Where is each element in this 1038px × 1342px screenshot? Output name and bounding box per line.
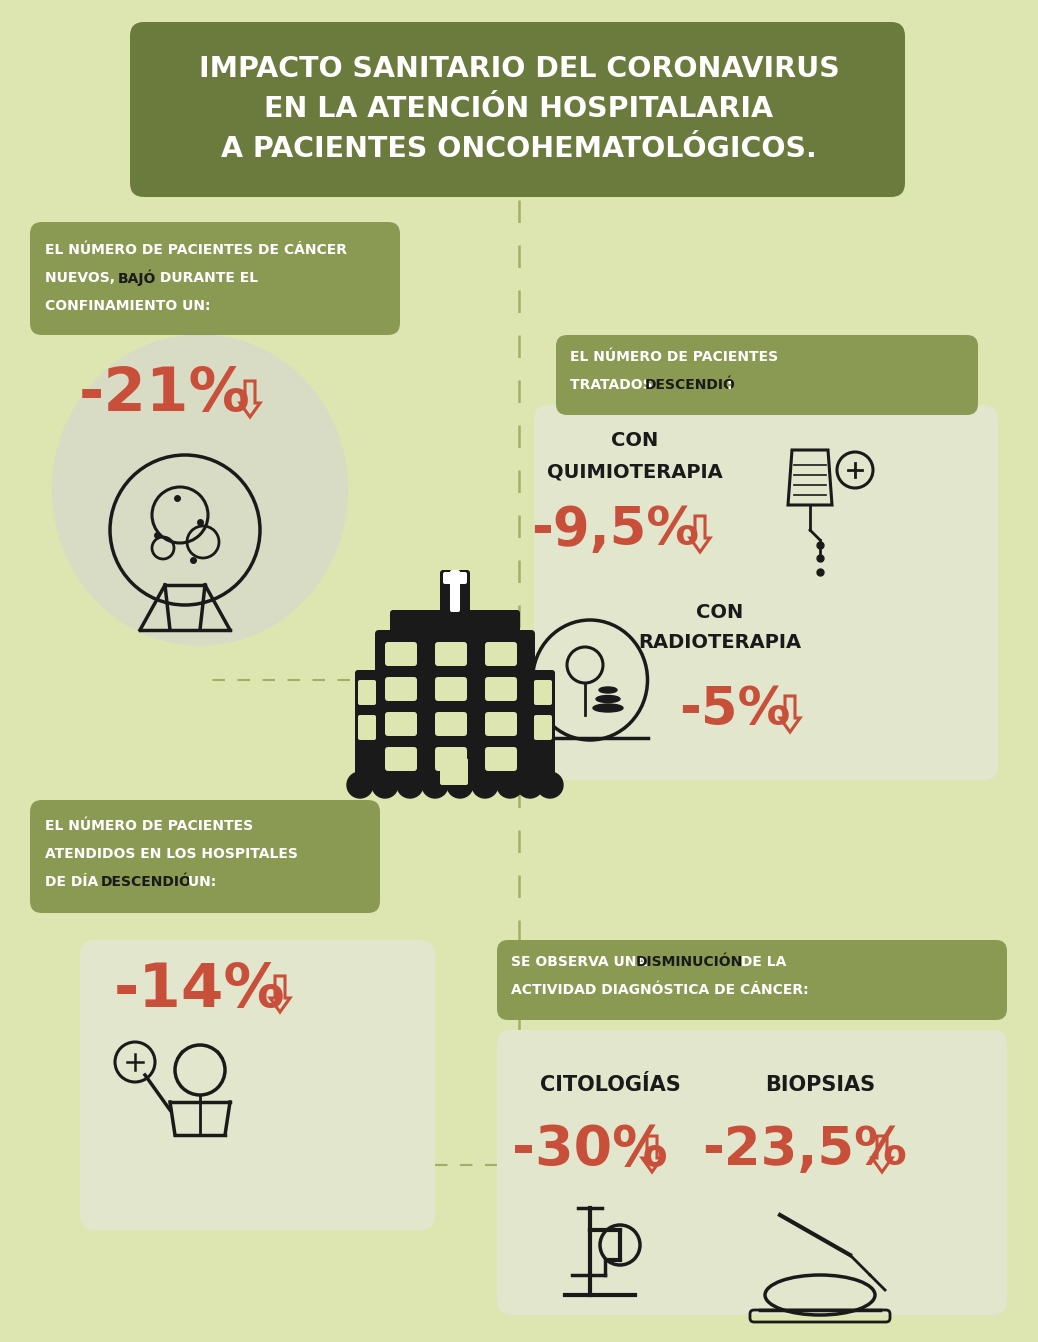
Text: ACTIVIDAD DIAGNÓSTICA DE CÁNCER:: ACTIVIDAD DIAGNÓSTICA DE CÁNCER: — [511, 982, 809, 997]
Text: -5%: -5% — [679, 684, 791, 735]
Circle shape — [472, 772, 498, 798]
FancyBboxPatch shape — [485, 676, 517, 701]
FancyBboxPatch shape — [443, 572, 467, 584]
Circle shape — [537, 772, 563, 798]
FancyBboxPatch shape — [556, 336, 978, 415]
FancyBboxPatch shape — [375, 629, 535, 785]
Text: CON: CON — [696, 603, 743, 621]
Ellipse shape — [599, 687, 617, 692]
Text: BIOPSIAS: BIOPSIAS — [765, 1075, 875, 1095]
Text: CONFINAMIENTO UN:: CONFINAMIENTO UN: — [45, 299, 211, 313]
FancyBboxPatch shape — [15, 15, 1023, 1327]
Text: -30%: -30% — [512, 1123, 667, 1177]
FancyBboxPatch shape — [385, 676, 417, 701]
Text: -21%: -21% — [79, 365, 251, 424]
FancyBboxPatch shape — [30, 800, 380, 913]
Text: BAJÓ: BAJÓ — [118, 270, 157, 286]
Ellipse shape — [593, 705, 623, 713]
FancyBboxPatch shape — [450, 570, 460, 612]
Text: ATENDIDOS EN LOS HOSPITALES: ATENDIDOS EN LOS HOSPITALES — [45, 847, 298, 862]
Circle shape — [517, 772, 543, 798]
Circle shape — [447, 772, 473, 798]
FancyBboxPatch shape — [435, 747, 467, 772]
Text: EL NÚMERO DE PACIENTES: EL NÚMERO DE PACIENTES — [570, 350, 778, 364]
Text: DESCENDIÓ: DESCENDIÓ — [645, 378, 736, 392]
Text: QUIMIOTERAPIA: QUIMIOTERAPIA — [547, 463, 722, 482]
Text: TRATADOS: TRATADOS — [570, 378, 657, 392]
FancyBboxPatch shape — [355, 670, 380, 785]
Circle shape — [397, 772, 424, 798]
Text: IMPACTO SANITARIO DEL CORONAVIRUS
EN LA ATENCIÓN HOSPITALARIA
A PACIENTES ONCOHE: IMPACTO SANITARIO DEL CORONAVIRUS EN LA … — [198, 55, 840, 164]
FancyBboxPatch shape — [130, 21, 905, 197]
FancyBboxPatch shape — [358, 715, 376, 739]
FancyBboxPatch shape — [485, 641, 517, 666]
Ellipse shape — [596, 695, 620, 702]
FancyBboxPatch shape — [390, 611, 520, 635]
FancyBboxPatch shape — [440, 570, 470, 615]
FancyBboxPatch shape — [385, 747, 417, 772]
Circle shape — [347, 772, 373, 798]
Text: EL NÚMERO DE PACIENTES: EL NÚMERO DE PACIENTES — [45, 819, 253, 833]
Text: DESCENDIÓ: DESCENDIÓ — [101, 875, 192, 888]
Circle shape — [372, 772, 398, 798]
FancyBboxPatch shape — [497, 939, 1007, 1020]
FancyBboxPatch shape — [440, 758, 468, 785]
FancyBboxPatch shape — [435, 676, 467, 701]
Text: UN:: UN: — [183, 875, 216, 888]
Circle shape — [497, 772, 523, 798]
FancyBboxPatch shape — [534, 680, 552, 705]
Text: DURANTE EL: DURANTE EL — [155, 271, 258, 285]
Text: DISMINUCIÓN: DISMINUCIÓN — [636, 956, 743, 969]
FancyBboxPatch shape — [534, 715, 552, 739]
Text: -23,5%: -23,5% — [703, 1125, 907, 1176]
Text: CITOLOGÍAS: CITOLOGÍAS — [540, 1075, 680, 1095]
Text: RADIOTERAPIA: RADIOTERAPIA — [638, 632, 801, 651]
FancyBboxPatch shape — [385, 713, 417, 735]
Text: :: : — [727, 378, 733, 392]
Text: -14%: -14% — [114, 961, 285, 1020]
FancyBboxPatch shape — [534, 405, 998, 780]
FancyBboxPatch shape — [435, 641, 467, 666]
FancyBboxPatch shape — [358, 680, 376, 705]
Text: DE DÍA: DE DÍA — [45, 875, 103, 888]
Text: NUEVOS,: NUEVOS, — [45, 271, 119, 285]
FancyBboxPatch shape — [30, 221, 400, 336]
FancyBboxPatch shape — [80, 939, 435, 1231]
Ellipse shape — [53, 336, 348, 646]
FancyBboxPatch shape — [435, 713, 467, 735]
Text: CON: CON — [611, 431, 659, 450]
FancyBboxPatch shape — [497, 1031, 1007, 1315]
Text: SE OBSERVA UNA: SE OBSERVA UNA — [511, 956, 652, 969]
FancyBboxPatch shape — [530, 670, 555, 785]
Text: EL NÚMERO DE PACIENTES DE CÁNCER: EL NÚMERO DE PACIENTES DE CÁNCER — [45, 243, 347, 258]
FancyBboxPatch shape — [485, 747, 517, 772]
Text: DE LA: DE LA — [736, 956, 787, 969]
FancyBboxPatch shape — [385, 641, 417, 666]
FancyBboxPatch shape — [485, 713, 517, 735]
Circle shape — [422, 772, 448, 798]
Text: -9,5%: -9,5% — [531, 505, 699, 556]
